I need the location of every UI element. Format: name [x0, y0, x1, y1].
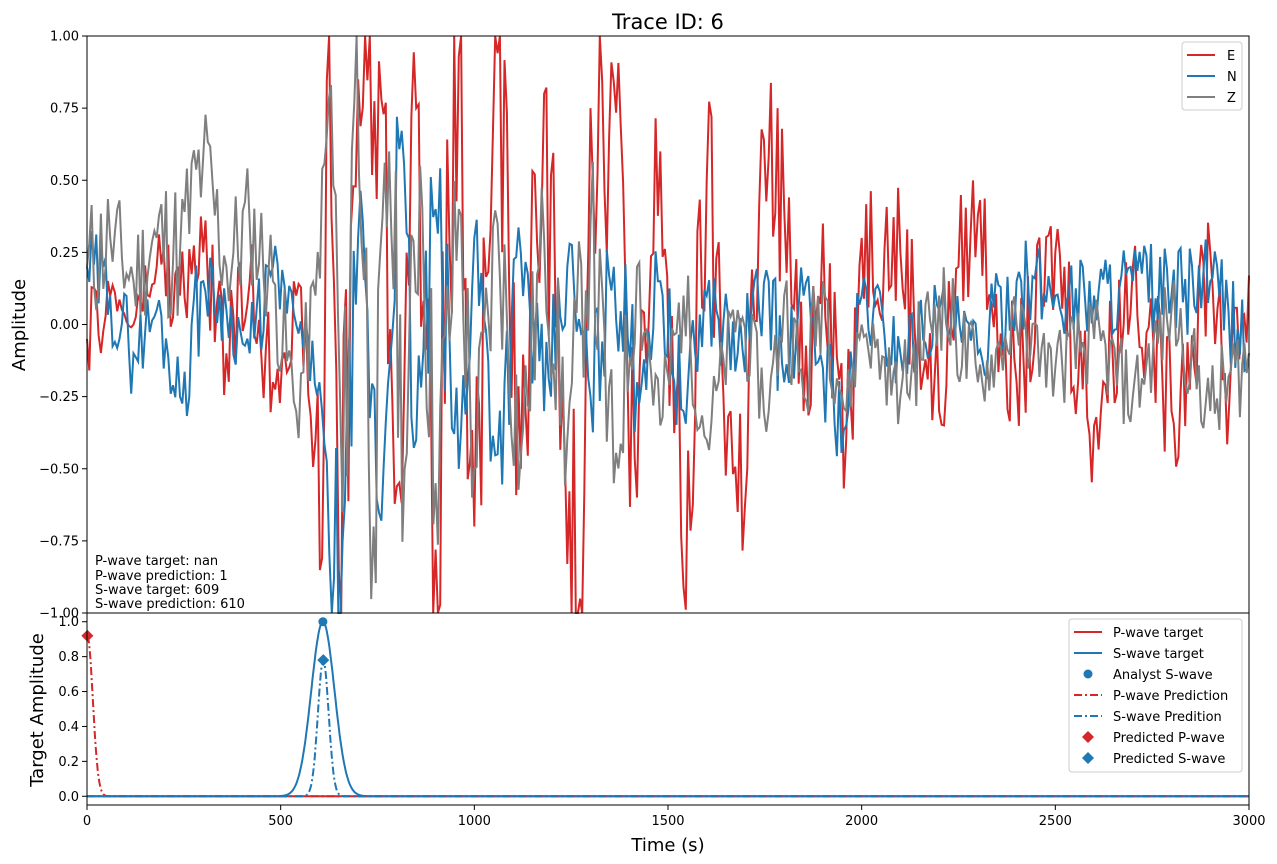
target-y-tick-label: 0.6 [58, 685, 79, 700]
legend-predicted-s-swatch [1082, 752, 1094, 764]
target-y-tick-label: 0.2 [58, 755, 79, 770]
x-tick-label: 1000 [458, 814, 491, 829]
legend-predicted-p-label: Predicted P-wave [1113, 731, 1225, 746]
predicted-s-wave-marker [317, 654, 330, 667]
waveform-legend: E N Z [1181, 41, 1243, 111]
x-tick-label: 1500 [651, 814, 684, 829]
legend-analyst-s-label: Analyst S-wave [1113, 668, 1213, 683]
waveform-y-tick-label: 0.00 [50, 318, 79, 333]
target-ticks: 0.0 0.2 0.4 0.6 0.8 1.0 0 500 1000 1500 2000 2500 30… [58, 615, 1265, 829]
waveform-y-tick-label: −1.00 [39, 607, 79, 622]
waveform-y-ticks: −1.00 −0.75 −0.50 −0.25 0.00 0.25 0.50 0.75 1.00 [39, 30, 87, 622]
annotation-s-target: S-wave target: 609 [95, 583, 219, 598]
waveform-y-tick-label: 0.25 [50, 246, 79, 261]
target-y-tick-label: 1.0 [58, 615, 79, 630]
annotation-p-target: P-wave target: nan [95, 554, 218, 569]
waveform-y-tick-label: −0.25 [39, 390, 79, 405]
x-axis-label: Time (s) [630, 835, 704, 856]
legend-s-target-label: S-wave target [1113, 647, 1204, 662]
target-y-tick-label: 0.8 [58, 650, 79, 665]
legend-predicted-p-swatch [1082, 731, 1094, 743]
legend-s-prediction-label: S-wave Predition [1113, 710, 1222, 725]
legend-analyst-s-swatch [1083, 669, 1093, 679]
waveform-y-tick-label: 0.50 [50, 174, 79, 189]
target-legend: P-wave target S-wave target Analyst S-wa… [1068, 618, 1243, 773]
waveform-y-label: Amplitude [9, 279, 30, 371]
x-tick-label: 0 [83, 814, 91, 829]
target-series [81, 617, 1249, 798]
x-tick-label: 500 [268, 814, 293, 829]
series-n-line [86, 116, 1250, 614]
target-y-label: Target Amplitude [27, 633, 48, 788]
waveform-y-tick-label: −0.50 [39, 462, 79, 477]
x-tick-label: 3000 [1232, 814, 1265, 829]
waveform-y-tick-label: 1.00 [50, 30, 79, 45]
legend-p-target-label: P-wave target [1113, 626, 1203, 641]
target-y-tick-label: 0.4 [58, 720, 79, 735]
legend-n-label: N [1227, 70, 1237, 85]
annotation-s-prediction: S-wave prediction: 610 [95, 597, 245, 612]
x-tick-label: 2500 [1039, 814, 1072, 829]
waveform-y-tick-label: 0.75 [50, 102, 79, 117]
waveform-y-tick-label: −0.75 [39, 534, 79, 549]
chart-title: Trace ID: 6 [611, 10, 724, 34]
legend-predicted-s-label: Predicted S-wave [1113, 752, 1225, 767]
legend-e-label: E [1227, 49, 1235, 64]
x-tick-label: 2000 [845, 814, 878, 829]
waveform-panel: −1.00 −0.75 −0.50 −0.25 0.00 0.25 0.50 0.75 1.00… [9, 30, 1250, 622]
target-axes-frame [86, 612, 1250, 806]
annotation-p-prediction: P-wave prediction: 1 [95, 569, 228, 584]
s-wave-prediction-line [87, 657, 1249, 798]
legend-p-prediction-label: P-wave Prediction [1113, 689, 1228, 704]
target-y-tick-label: 0.0 [58, 790, 79, 805]
waveform-series [86, 35, 1250, 614]
legend-z-label: Z [1227, 91, 1236, 106]
series-z-line [86, 35, 1250, 600]
target-panel: 0.0 0.2 0.4 0.6 0.8 1.0 0 500 1000 1500 2000 2500 30… [27, 612, 1266, 856]
analyst-s-wave-marker [318, 617, 328, 627]
